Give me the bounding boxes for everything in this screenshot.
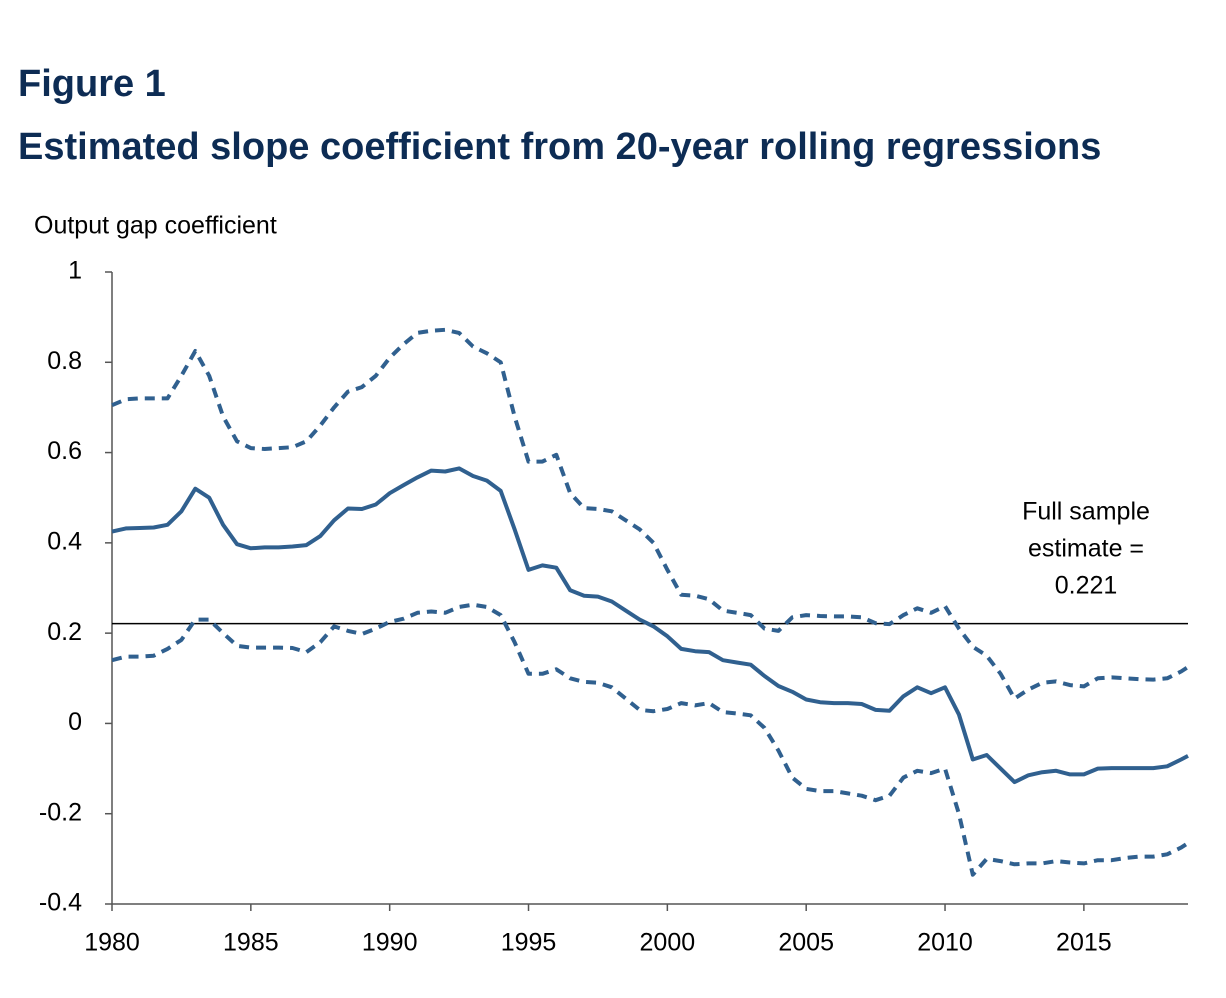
y-tick-label: 0.2 (47, 618, 82, 646)
x-tick-label: 1985 (223, 929, 279, 957)
y-tick-label: 0.6 (47, 437, 82, 465)
y-tick-label: 0.4 (47, 527, 82, 555)
series-line (111, 466, 1189, 785)
x-tick-label: 2015 (1056, 929, 1112, 957)
y-axis-label: Output gap coefficient (34, 212, 277, 240)
y-tick-label: 0.8 (47, 347, 82, 375)
y-tick-label: 1 (68, 257, 82, 285)
x-tick-label: 1990 (362, 929, 418, 957)
y-tick-label: 0 (68, 708, 82, 736)
series-line (111, 602, 1190, 877)
reference-label: 0.221 (1055, 572, 1118, 600)
x-tick-label: 2010 (917, 929, 973, 957)
x-tick-label: 1995 (501, 929, 557, 957)
reference-label: Full sample (1022, 498, 1150, 526)
x-tick-label: 2005 (778, 929, 834, 957)
reference-label: estimate = (1028, 535, 1144, 563)
y-tick-label: -0.2 (39, 798, 82, 826)
chart-subtitle: Estimated slope coefficient from 20-year… (18, 126, 1101, 168)
x-tick-label: 1980 (84, 929, 140, 957)
y-tick-label: -0.4 (39, 889, 82, 917)
chart-title: Figure 1 (18, 63, 166, 105)
x-tick-label: 2000 (640, 929, 696, 957)
